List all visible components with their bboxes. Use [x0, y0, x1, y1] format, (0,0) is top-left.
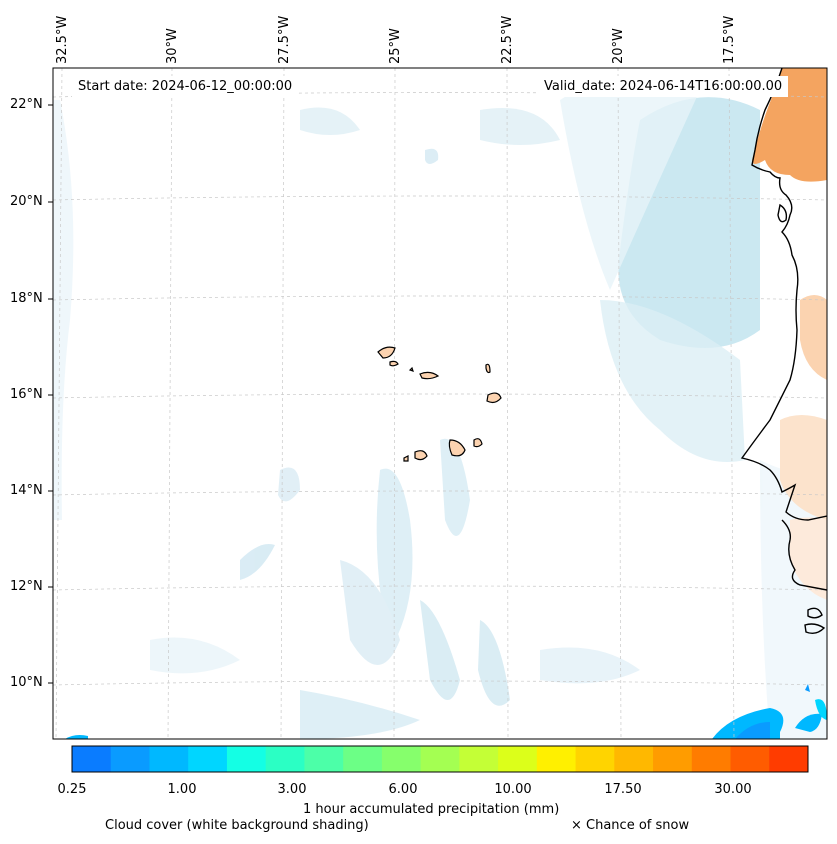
- colorbar-segment: [420, 746, 460, 772]
- colorbar-segment: [653, 746, 693, 772]
- precipitation-shading: [65, 684, 827, 739]
- colorbar-segment: [536, 746, 577, 772]
- colorbar-segment: [691, 746, 732, 772]
- colorbar-segment: [188, 746, 228, 772]
- colorbar-segment: [459, 746, 499, 772]
- lat-label-10n: 10°N: [10, 675, 43, 690]
- lat-label-12n: 12°N: [10, 579, 43, 594]
- colorbar-tick-label: 10.00: [494, 782, 532, 797]
- colorbar: [72, 746, 809, 772]
- lon-label-17-5w: 17.5°W: [722, 15, 737, 64]
- colorbar-segment: [72, 746, 112, 772]
- colorbar-tick-label: 17.50: [604, 782, 642, 797]
- lat-label-18n: 18°N: [10, 291, 43, 306]
- lon-label-20w: 20°W: [611, 28, 626, 64]
- colorbar-tick-label: 1.00: [167, 782, 197, 797]
- snow-legend: × Chance of snow: [571, 818, 690, 833]
- colorbar-tick-label: 6.00: [388, 782, 418, 797]
- colorbar-segment: [498, 746, 538, 772]
- cloud-cover-legend: Cloud cover (white background shading): [105, 818, 369, 833]
- lat-ticks: [48, 104, 53, 684]
- lat-label-16n: 16°N: [10, 387, 43, 402]
- colorbar-segment: [769, 746, 809, 772]
- colorbar-segment: [730, 746, 770, 772]
- map-area: [53, 68, 827, 739]
- lat-label-14n: 14°N: [10, 483, 43, 498]
- colorbar-segment: [343, 746, 383, 772]
- cape-verde-islands: [377, 346, 502, 462]
- colorbar-segment: [110, 746, 150, 772]
- lat-label-22n: 22°N: [10, 97, 43, 112]
- lon-label-25w: 25°W: [388, 28, 403, 64]
- lon-label-30w: 30°W: [165, 28, 180, 64]
- colorbar-title: 1 hour accumulated precipitation (mm): [303, 802, 560, 817]
- colorbar-segment: [614, 746, 654, 772]
- coastline: [740, 68, 827, 635]
- cloud-cover-shading: [53, 77, 827, 739]
- colorbar-segment: [304, 746, 344, 772]
- colorbar-tick-label: 3.00: [277, 782, 307, 797]
- colorbar-frame: [71, 745, 809, 773]
- start-date-label: Start date: 2024-06-12_00:00:00: [72, 76, 299, 97]
- lon-label-32-5w: 32.5°W: [55, 15, 70, 64]
- colorbar-tick-label: 30.00: [714, 782, 752, 797]
- colorbar-segment: [381, 746, 422, 772]
- colorbar-segment: [575, 746, 615, 772]
- valid-date-label: Valid_date: 2024-06-14T16:00:00.00: [538, 76, 789, 97]
- map-frame: [52, 67, 828, 740]
- colorbar-segment: [226, 746, 267, 772]
- lon-label-27-5w: 27.5°W: [277, 15, 292, 64]
- lon-label-22-5w: 22.5°W: [500, 15, 515, 64]
- colorbar-segment: [265, 746, 305, 772]
- lat-label-20n: 20°N: [10, 194, 43, 209]
- colorbar-tick-label: 0.25: [57, 782, 87, 797]
- colorbar-segment: [149, 746, 189, 772]
